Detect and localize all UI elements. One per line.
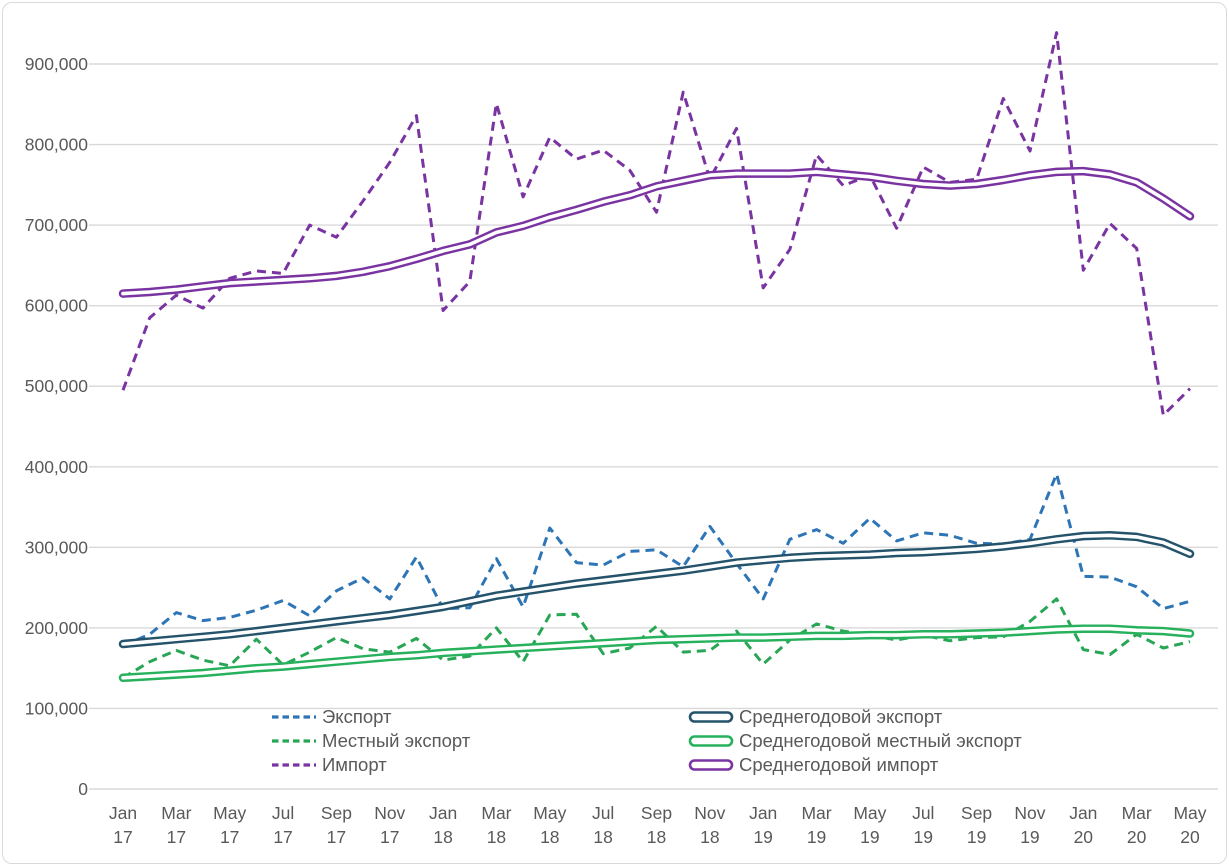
x-axis-label-month: May <box>853 803 886 823</box>
y-axis-label: 700,000 <box>25 215 89 235</box>
x-axis-label-year: 18 <box>647 827 666 847</box>
x-axis-label-year: 19 <box>967 827 986 847</box>
x-axis-label-month: Jan <box>109 803 137 823</box>
x-axis-label-year: 19 <box>807 827 826 847</box>
x-axis-label-year: 17 <box>113 827 132 847</box>
x-axis-label-month: Sep <box>961 803 992 823</box>
x-axis-label-month: Jul <box>592 803 614 823</box>
x-axis-label-month: Nov <box>1014 803 1045 823</box>
x-axis-label-year: 18 <box>700 827 719 847</box>
x-axis-label-year: 18 <box>540 827 559 847</box>
x-axis-label-year: 20 <box>1127 827 1147 847</box>
x-axis-label-month: Mar <box>1122 803 1152 823</box>
series-line-avg_import-inner <box>121 169 1192 296</box>
x-axis-label-month: Nov <box>694 803 725 823</box>
x-axis-label-year: 19 <box>753 827 772 847</box>
series-line-avg_import-outer <box>118 166 1195 298</box>
x-axis-label-year: 19 <box>860 827 879 847</box>
series-line-import <box>121 31 1192 417</box>
x-axis-label-month: Jul <box>272 803 294 823</box>
y-axis-label: 900,000 <box>25 54 89 74</box>
y-axis-label: 500,000 <box>25 376 89 396</box>
x-axis-label-month: Sep <box>321 803 352 823</box>
x-axis-label-year: 17 <box>220 827 239 847</box>
x-axis-label-month: Mar <box>161 803 191 823</box>
x-axis-label-year: 19 <box>1020 827 1039 847</box>
y-axis-label: 0 <box>78 779 88 799</box>
x-axis-label-month: Jul <box>912 803 934 823</box>
x-axis-label-year: 17 <box>167 827 186 847</box>
y-axis-label: 100,000 <box>25 698 89 718</box>
x-axis-label-year: 19 <box>914 827 933 847</box>
y-axis-label: 800,000 <box>25 135 89 155</box>
x-axis-label-year: 18 <box>433 827 452 847</box>
x-axis-label-month: May <box>533 803 566 823</box>
x-axis-label-month: May <box>213 803 246 823</box>
x-axis-label-month: Nov <box>374 803 405 823</box>
series-line-local_export <box>122 597 1191 680</box>
series-line-avg_local_export-inner <box>121 626 1192 680</box>
y-axis-label: 600,000 <box>25 296 89 316</box>
x-axis-label-month: Jan <box>429 803 457 823</box>
x-axis-label-month: Mar <box>481 803 511 823</box>
x-axis-label-year: 18 <box>487 827 506 847</box>
x-axis-label-month: May <box>1173 803 1206 823</box>
y-axis-label: 400,000 <box>25 457 89 477</box>
x-axis-label-month: Sep <box>641 803 672 823</box>
x-axis-label-year: 17 <box>273 827 292 847</box>
y-axis-label: 200,000 <box>25 618 89 638</box>
x-axis-label-month: Jan <box>749 803 777 823</box>
series-line-avg_export-inner <box>121 533 1192 646</box>
x-axis-label-month: Mar <box>801 803 831 823</box>
x-axis-label-year: 20 <box>1180 827 1200 847</box>
x-axis-label-year: 17 <box>380 827 399 847</box>
x-axis-label-month: Jan <box>1069 803 1097 823</box>
y-axis-label: 300,000 <box>25 537 89 557</box>
series-line-avg_local_export-outer <box>118 624 1195 683</box>
x-axis-label-year: 18 <box>593 827 612 847</box>
x-axis-label-year: 20 <box>1074 827 1094 847</box>
x-axis-label-year: 17 <box>327 827 346 847</box>
